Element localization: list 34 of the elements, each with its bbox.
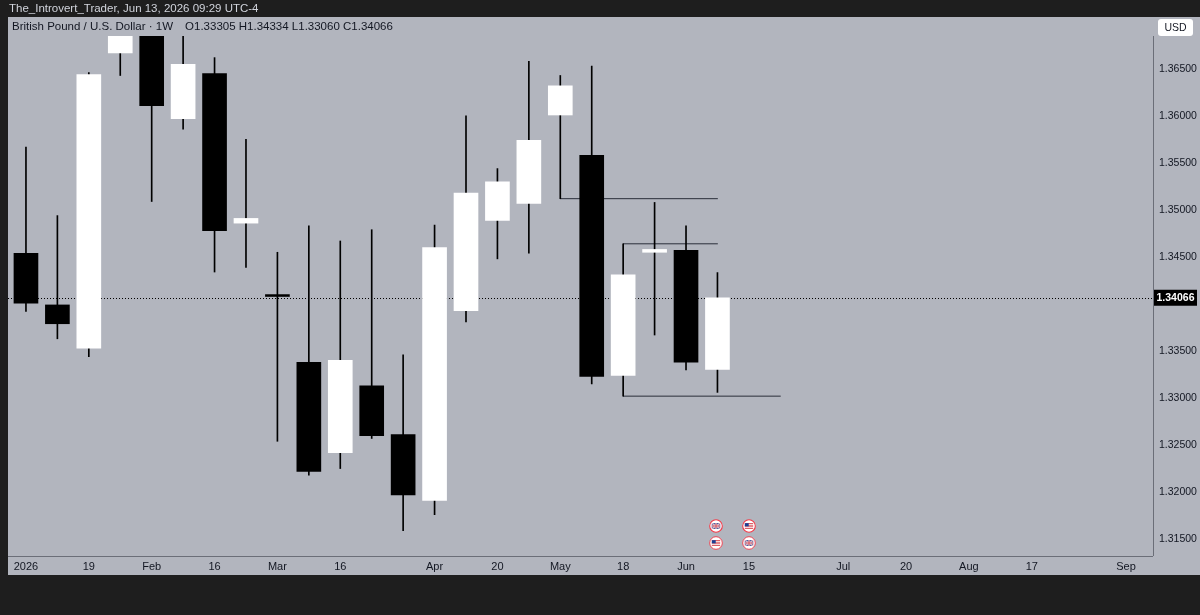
x-tick-label: 16: [334, 559, 347, 572]
x-tick-label: Jul: [836, 559, 851, 572]
y-tick-label: 1.31500: [1159, 531, 1198, 544]
chart-subtitle: O1.33305 H1.34334 L1.33060 C1.34066: [185, 20, 393, 32]
text: The_Introvert_Trader, Jun 13, 2026 09:29 UTC-4: [9, 2, 259, 14]
x-tick-label: 20: [491, 559, 504, 572]
x-tick-label: 15: [742, 559, 756, 572]
y-axis-title: USD: [1158, 19, 1193, 36]
x-tick-label: 20: [899, 559, 913, 572]
x-tick-label: 17: [1025, 559, 1038, 572]
y-tick-label: 1.35000: [1159, 202, 1198, 215]
x-tick-label: Sep: [1116, 559, 1136, 572]
candlestick: [233, 139, 259, 268]
candlestick: [547, 75, 573, 200]
ref-line-label: 1.34066: [1156, 291, 1195, 304]
x-tick-label: Mar: [267, 559, 288, 572]
x-tick-label: Apr: [426, 559, 444, 572]
y-tick-label: 1.36000: [1159, 108, 1198, 121]
y-tick-label: 1.33000: [1159, 390, 1198, 403]
x-tick-label: 19: [82, 559, 95, 572]
x-tick-label: May: [549, 559, 572, 572]
y-tick-label: 1.32000: [1159, 484, 1198, 497]
y-tick-label: 1.35500: [1159, 155, 1198, 168]
x-tick-label: Aug: [959, 559, 979, 572]
y-tick-label: 1.34500: [1159, 249, 1198, 262]
chart-title: British Pound / U.S. Dollar · 1W: [12, 20, 174, 32]
x-tick-label: 18: [617, 559, 630, 572]
x-tick-label: Feb: [142, 559, 162, 572]
x-tick-label: 16: [208, 559, 221, 572]
x-tick-label: Jun: [677, 559, 695, 572]
x-tick-label: 2026: [13, 559, 39, 572]
y-tick-label: 1.33500: [1159, 343, 1198, 356]
y-tick-label: 1.36500: [1159, 61, 1198, 74]
y-tick-label: 1.32500: [1159, 437, 1198, 450]
